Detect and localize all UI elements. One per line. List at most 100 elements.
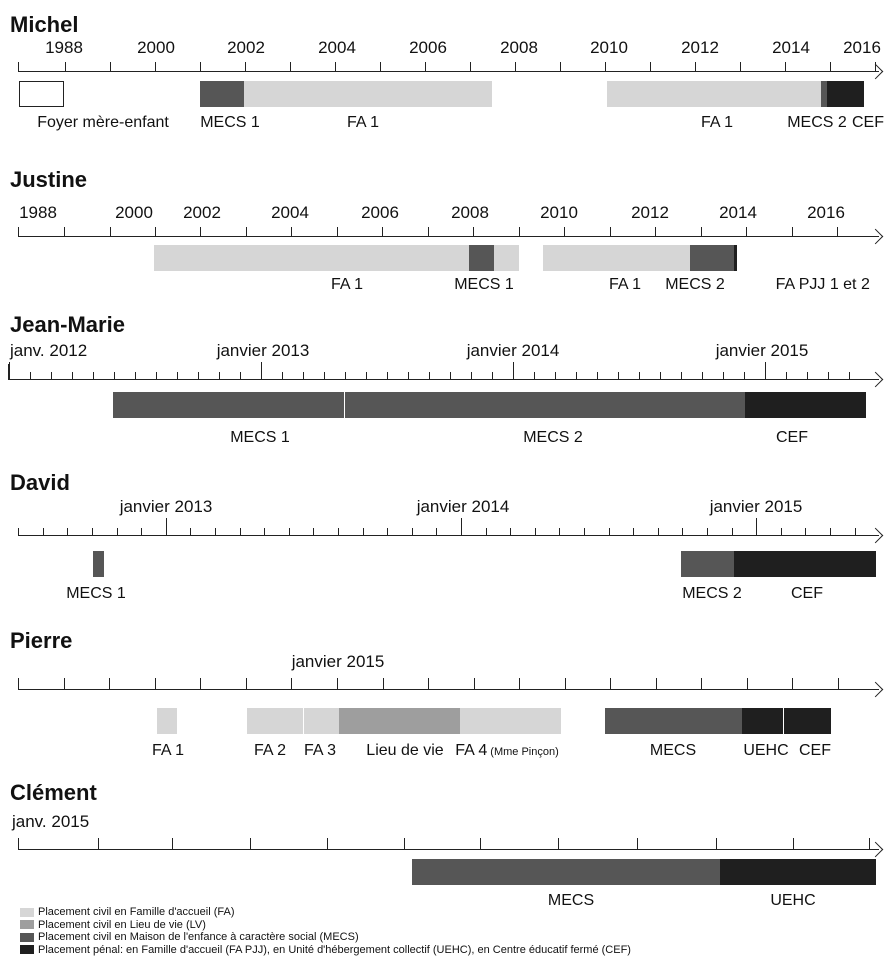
axis-tick-label: janvier 2013 — [216, 341, 310, 360]
axis-tick — [471, 372, 472, 380]
legend-swatch-mecs — [20, 932, 34, 942]
axis-tick — [380, 62, 381, 72]
axis-tick-label: 2000 — [137, 38, 175, 57]
placement-label: FA 1 — [151, 742, 185, 759]
axis-tick — [855, 528, 856, 536]
axis-tick — [246, 227, 247, 237]
axis-arrow-icon — [867, 228, 884, 245]
timeline-axis-justine — [18, 236, 879, 237]
axis-tick — [382, 227, 383, 237]
axis-tick-label: janv. 2012 — [10, 341, 88, 360]
timeline-name-justine: Justine — [10, 167, 88, 192]
axis-tick — [65, 62, 66, 72]
axis-tick — [660, 372, 661, 380]
axis-tick — [584, 528, 585, 536]
axis-tick — [474, 678, 475, 690]
placement-label: FA 1 — [700, 114, 734, 131]
axis-tick — [172, 838, 173, 850]
placement-bar-mecs — [200, 81, 244, 107]
axis-tick — [534, 372, 535, 380]
placement-bar-penal — [745, 392, 866, 418]
axis-tick — [869, 838, 870, 850]
axis-tick — [64, 227, 65, 237]
legend-swatch-penal — [20, 945, 34, 955]
axis-tick-label: 2008 — [500, 38, 538, 57]
placement-bar-fa — [157, 708, 177, 734]
placement-label-note: (Mme Pinçon) — [487, 746, 559, 758]
axis-tick — [240, 372, 241, 380]
axis-tick — [535, 528, 536, 536]
axis-tick-label: janvier 2014 — [466, 341, 560, 360]
axis-arrow-icon — [867, 841, 884, 858]
timeline-axis-jean-marie — [8, 379, 879, 380]
axis-tick-label: 2012 — [631, 203, 669, 222]
placement-bar-fa — [247, 708, 303, 734]
axis-tick — [8, 364, 9, 380]
axis-major-tick — [261, 362, 262, 380]
axis-tick — [849, 372, 850, 380]
placement-label: MECS 1 — [66, 585, 126, 602]
axis-tick — [793, 838, 794, 850]
axis-tick — [303, 372, 304, 380]
axis-tick — [264, 528, 265, 536]
axis-tick — [473, 227, 474, 237]
axis-major-tick — [166, 518, 167, 536]
axis-tick — [723, 372, 724, 380]
placement-bar-mecs — [605, 708, 742, 734]
placement-label: Lieu de vie — [366, 742, 444, 759]
axis-tick — [114, 372, 115, 380]
legend-swatch-lv — [20, 920, 34, 930]
axis-tick — [785, 62, 786, 72]
axis-tick — [639, 372, 640, 380]
axis-tick — [746, 227, 747, 237]
placement-label: CEF — [799, 742, 831, 759]
timeline-name-pierre: Pierre — [10, 628, 73, 653]
axis-tick-label: janvier 2013 — [119, 497, 213, 516]
axis-tick — [682, 528, 683, 536]
axis-tick — [492, 372, 493, 380]
timeline-axis-michel — [18, 71, 879, 72]
axis-tick — [98, 838, 99, 850]
axis-tick — [519, 678, 520, 690]
axis-tick-label: 2012 — [681, 38, 719, 57]
axis-tick — [480, 838, 481, 850]
axis-tick — [215, 528, 216, 536]
placement-label: MECS 1 — [230, 429, 290, 446]
placement-bar-fa — [244, 81, 492, 107]
axis-arrow-icon — [867, 681, 884, 698]
axis-tick-label: 2004 — [271, 203, 309, 222]
axis-tick-label: 2008 — [451, 203, 489, 222]
axis-tick — [786, 372, 787, 380]
axis-tick — [807, 372, 808, 380]
axis-tick-label: janvier 2015 — [715, 341, 809, 360]
legend-item-fa: Placement civil en Famille d'accueil (FA… — [20, 906, 631, 919]
axis-tick — [51, 372, 52, 380]
axis-tick — [436, 528, 437, 536]
axis-tick — [605, 62, 606, 72]
placement-bar-fa — [494, 245, 519, 271]
axis-tick-label: 2006 — [361, 203, 399, 222]
placement-label: FA PJJ 1 et 2 — [775, 276, 870, 293]
axis-tick — [837, 227, 838, 237]
placement-bar-mecs — [93, 551, 104, 577]
axis-tick — [313, 528, 314, 536]
timeline-name-cl-ment: Clément — [10, 780, 97, 805]
placement-label: MECS — [649, 742, 697, 759]
axis-tick — [110, 62, 111, 72]
placement-label: FA 4 (Mme Pinçon) — [455, 742, 559, 759]
axis-tick — [363, 528, 364, 536]
axis-arrow-icon — [867, 371, 884, 388]
axis-tick-label: 2014 — [772, 38, 810, 57]
axis-tick-label: janvier 2015 — [709, 497, 803, 516]
axis-tick — [93, 372, 94, 380]
axis-tick — [110, 227, 111, 237]
timeline-axis-cl-ment — [18, 849, 879, 850]
axis-tick — [656, 678, 657, 690]
axis-tick — [740, 62, 741, 72]
placement-label: FA 1 — [608, 276, 642, 293]
axis-tick — [701, 678, 702, 690]
timeline-axis-david — [18, 535, 879, 536]
axis-tick — [637, 838, 638, 850]
axis-tick — [282, 372, 283, 380]
axis-tick — [240, 528, 241, 536]
